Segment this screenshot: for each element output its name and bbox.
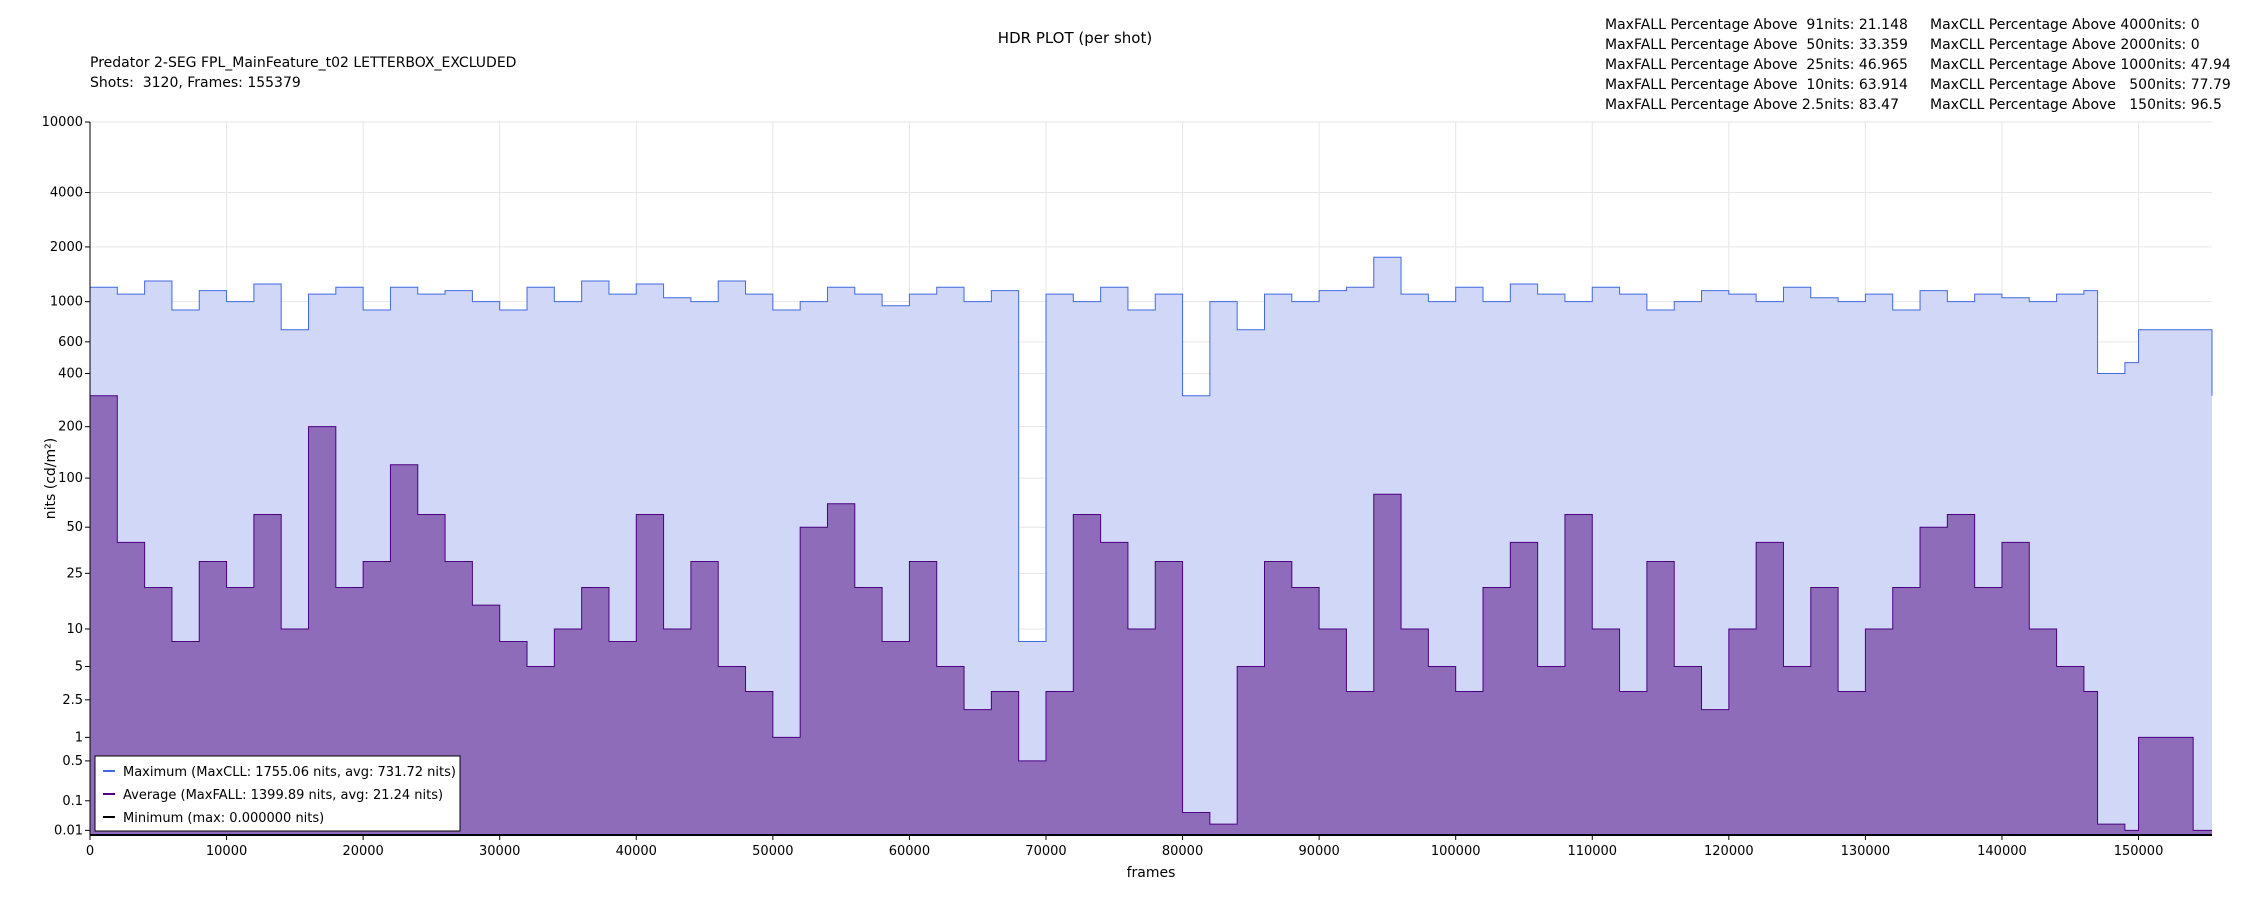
y-tick-label: 5 bbox=[75, 659, 83, 674]
y-tick-label: 600 bbox=[58, 335, 83, 350]
x-tick-label: 150000 bbox=[2114, 844, 2164, 859]
y-tick-label: 10000 bbox=[42, 115, 83, 130]
maxcll-stat-150: MaxCLL Percentage Above 150nits: 96.5 bbox=[1930, 97, 2222, 113]
chart-subtitle-source: Predator 2-SEG FPL_MainFeature_t02 LETTE… bbox=[90, 55, 517, 71]
x-tick-label: 130000 bbox=[1841, 844, 1891, 859]
x-tick-label: 40000 bbox=[616, 844, 657, 859]
y-tick-label: 1000 bbox=[50, 295, 83, 310]
legend-label: Average (MaxFALL: 1399.89 nits, avg: 21.… bbox=[123, 788, 443, 803]
chart-subtitle-counts: Shots: 3120, Frames: 155379 bbox=[90, 75, 301, 91]
maxfall-stat-50: MaxFALL Percentage Above 50nits: 33.359 bbox=[1605, 37, 1908, 53]
legend-box bbox=[94, 755, 461, 832]
x-tick-label: 140000 bbox=[1977, 844, 2027, 859]
series-average-line bbox=[90, 395, 2212, 831]
y-tick-label: 400 bbox=[58, 367, 83, 382]
x-tick-label: 90000 bbox=[1298, 844, 1339, 859]
y-tick-label: 50 bbox=[66, 520, 83, 535]
x-tick-label: 0 bbox=[86, 844, 94, 859]
y-tick-label: 2000 bbox=[50, 240, 83, 255]
series-maximum-line bbox=[90, 256, 2213, 642]
y-tick-label: 10 bbox=[66, 622, 83, 637]
maxfall-stat-91: MaxFALL Percentage Above 91nits: 21.148 bbox=[1605, 17, 1908, 33]
legend-label: Minimum (max: 0.000000 nits) bbox=[123, 811, 324, 826]
y-axis-label: nits (cd/m²) bbox=[43, 438, 59, 519]
y-tick-label: 25 bbox=[66, 566, 83, 581]
legend-label: Maximum (MaxCLL: 1755.06 nits, avg: 731.… bbox=[123, 765, 456, 780]
x-tick-label: 20000 bbox=[342, 844, 383, 859]
y-tick-label: 200 bbox=[58, 420, 83, 435]
y-tick-label: 1 bbox=[75, 730, 83, 745]
y-tick-label: 0.1 bbox=[62, 794, 83, 809]
x-tick-label: 70000 bbox=[1025, 844, 1066, 859]
x-tick-label: 30000 bbox=[479, 844, 520, 859]
x-tick-label: 60000 bbox=[889, 844, 930, 859]
maxfall-stat-2.5: MaxFALL Percentage Above 2.5nits: 83.47 bbox=[1605, 97, 1899, 113]
x-tick-label: 110000 bbox=[1567, 844, 1617, 859]
x-tick-label: 10000 bbox=[206, 844, 247, 859]
y-tick-label: 4000 bbox=[50, 186, 83, 201]
x-axis-label: frames bbox=[1127, 865, 1176, 881]
maxcll-stat-2000: MaxCLL Percentage Above 2000nits: 0 bbox=[1930, 37, 2200, 53]
y-tick-label: 0.5 bbox=[62, 754, 83, 769]
maxcll-stat-1000: MaxCLL Percentage Above 1000nits: 47.94 bbox=[1930, 57, 2231, 73]
x-tick-label: 80000 bbox=[1162, 844, 1203, 859]
x-tick-label: 100000 bbox=[1431, 844, 1481, 859]
y-tick-label: 2.5 bbox=[62, 693, 83, 708]
maxcll-stats: MaxCLL Percentage Above 4000nits: 0 MaxC… bbox=[1930, 15, 2231, 115]
chart-title: HDR PLOT (per shot) bbox=[997, 29, 1153, 47]
maxfall-stat-10: MaxFALL Percentage Above 10nits: 63.914 bbox=[1605, 77, 1908, 93]
y-tick-label: 0.01 bbox=[54, 823, 83, 838]
y-tick-label: 100 bbox=[58, 471, 83, 486]
maxcll-stat-4000: MaxCLL Percentage Above 4000nits: 0 bbox=[1930, 17, 2200, 33]
series-average-area bbox=[90, 395, 2212, 835]
x-tick-label: 120000 bbox=[1704, 844, 1754, 859]
maxfall-stats: MaxFALL Percentage Above 91nits: 21.148 … bbox=[1605, 15, 1908, 115]
maxcll-stat-500: MaxCLL Percentage Above 500nits: 77.79 bbox=[1930, 77, 2231, 93]
maxfall-stat-25: MaxFALL Percentage Above 25nits: 46.965 bbox=[1605, 57, 1908, 73]
x-tick-label: 50000 bbox=[752, 844, 793, 859]
